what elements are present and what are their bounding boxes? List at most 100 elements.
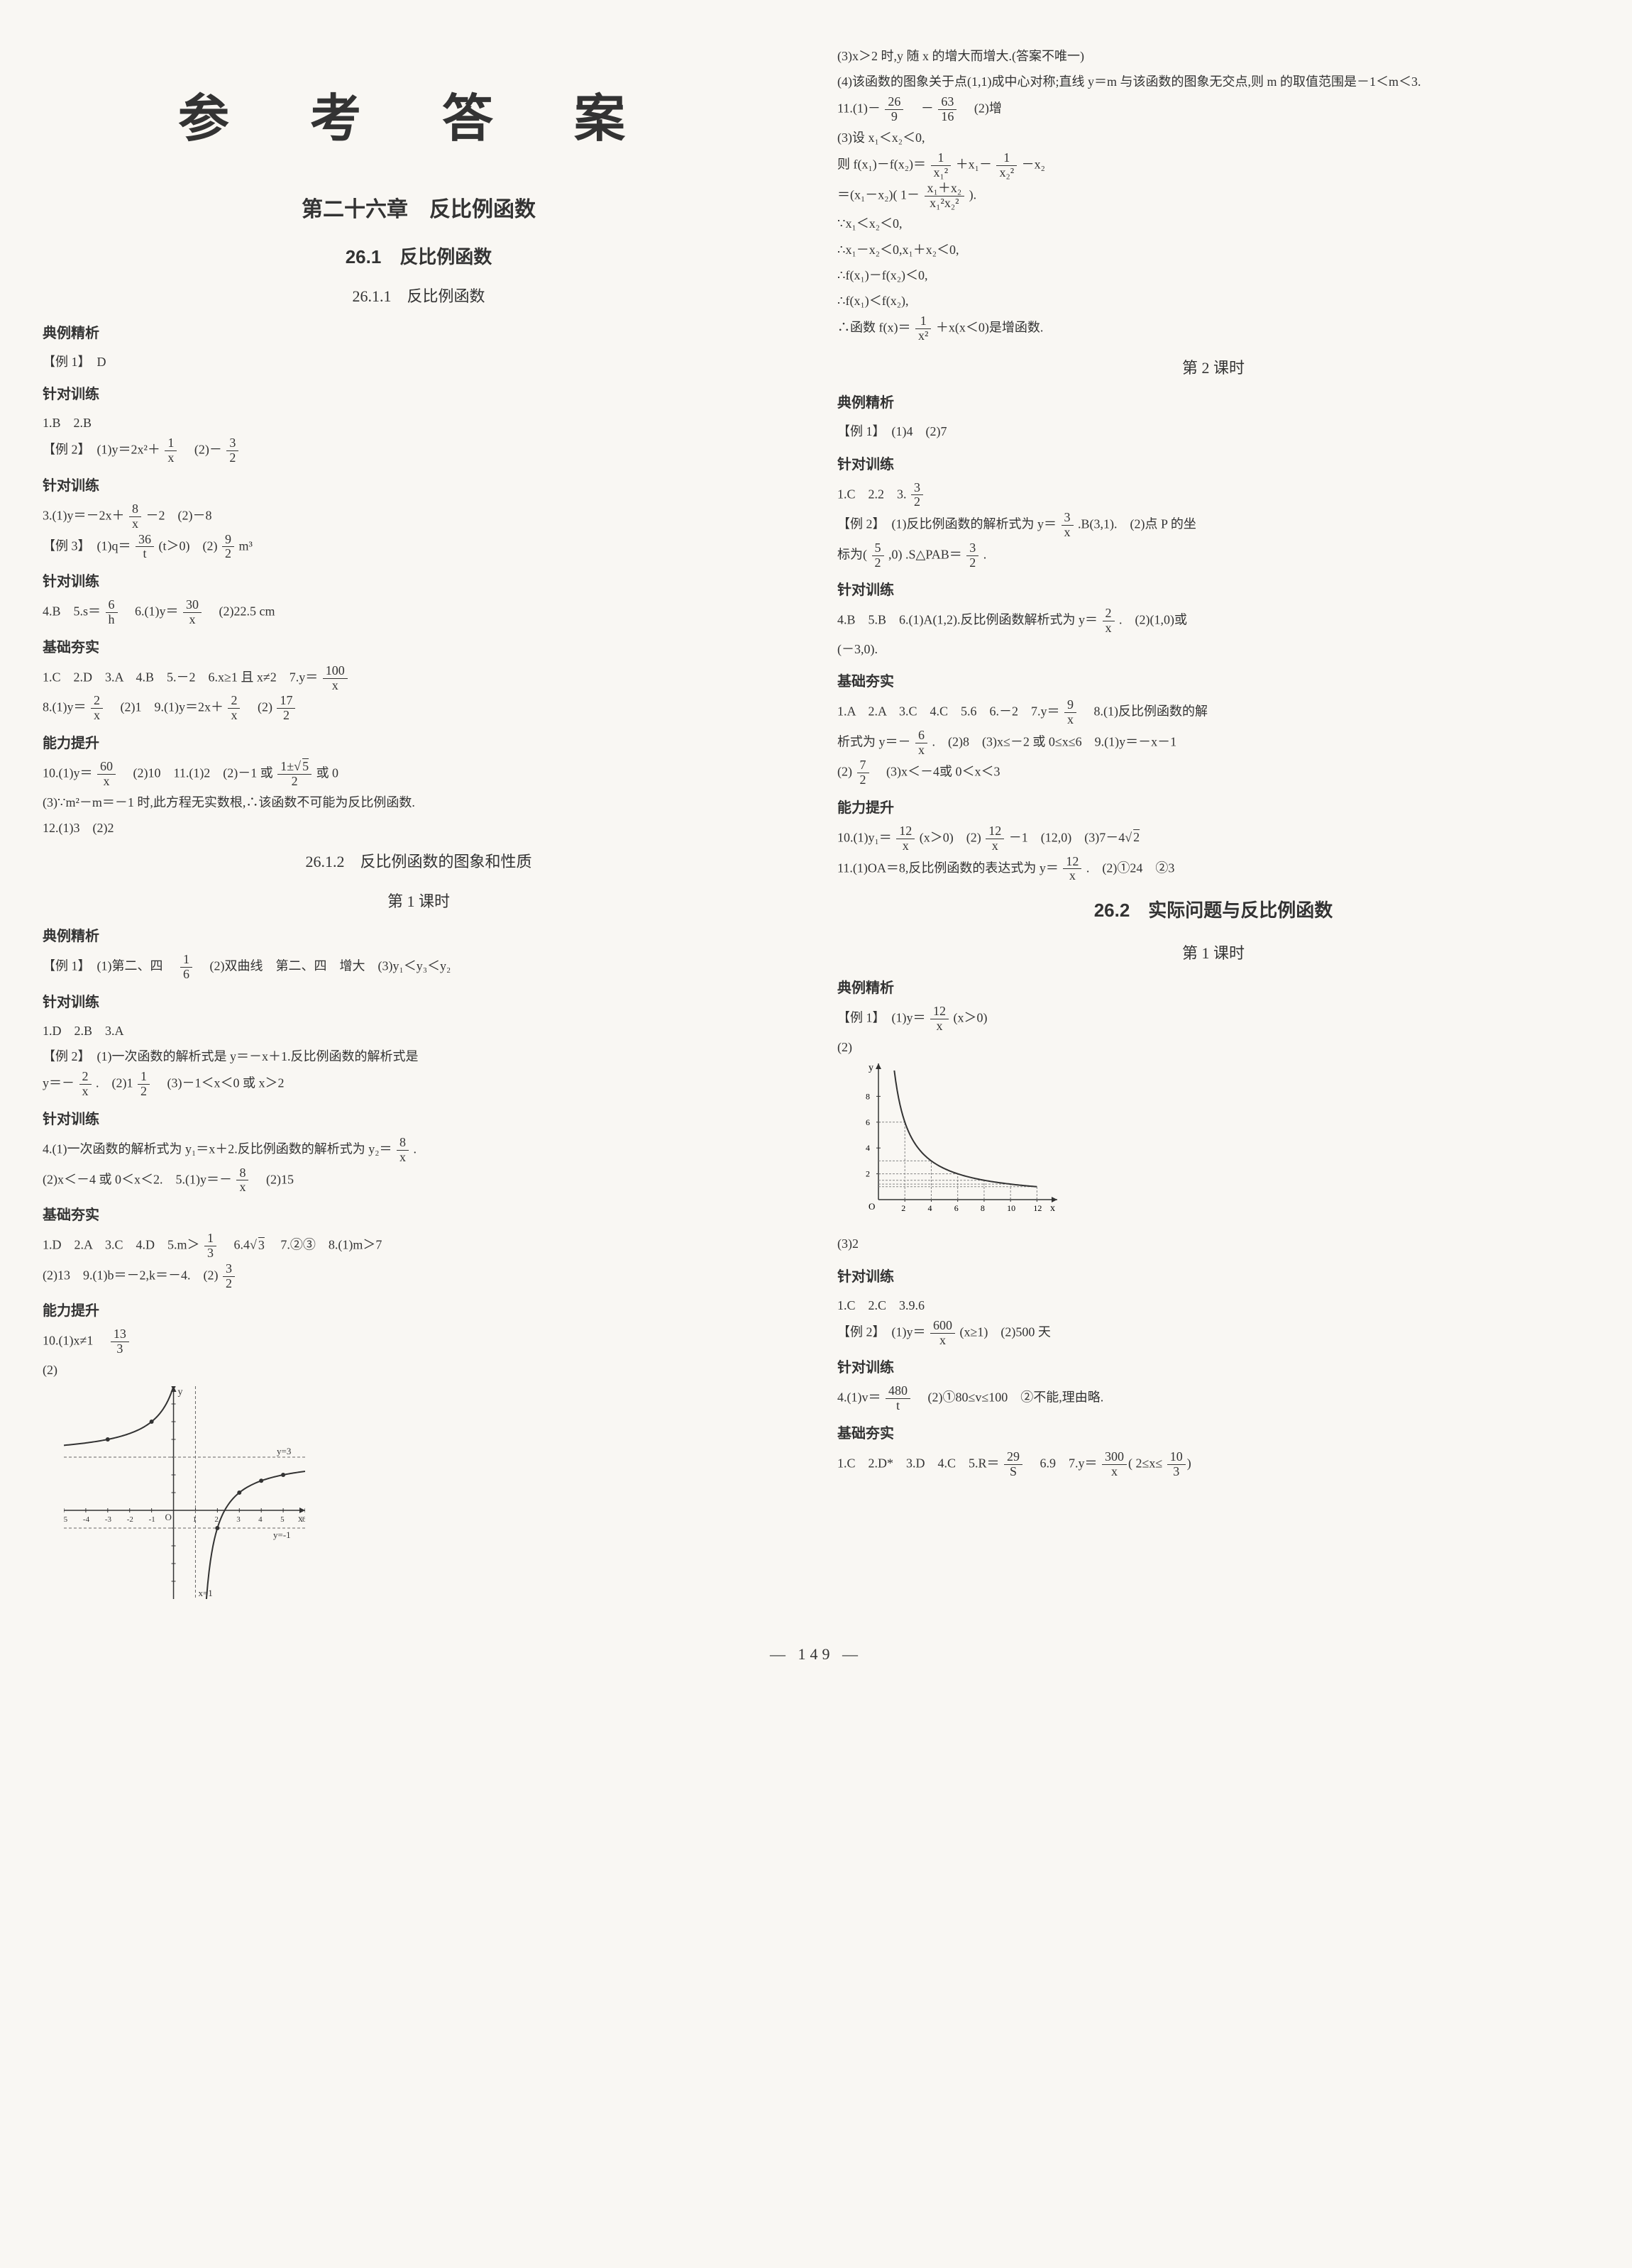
subsection-heading: 26.1.1 反比例函数 xyxy=(43,282,795,311)
heading-zhendui: 针对训练 xyxy=(43,989,795,1016)
svg-text:-2: -2 xyxy=(127,1515,133,1524)
text-line: 标为( 52 ,0) .S△PAB＝ 32 . xyxy=(837,541,1589,570)
svg-text:-3: -3 xyxy=(105,1515,112,1524)
heading-jichu: 基础夯实 xyxy=(837,668,1589,695)
text-line: 【例 2】 (1)y＝2x²＋ 1x (2)－ 32 xyxy=(43,436,795,465)
text-line: 1.C 2.C 3.9.6 xyxy=(837,1293,1589,1317)
fraction: 16 xyxy=(180,953,192,982)
section-heading: 26.1 反比例函数 xyxy=(43,240,795,275)
fraction: 9x xyxy=(1064,698,1076,727)
fraction: 1x xyxy=(165,436,177,465)
text-line: ＝(x₁－x₂)( 1－ x₁＋x₂x₁²x₂² ). xyxy=(837,182,1589,211)
text-line: (4)该函数的图象关于点(1,1)成中心对称;直线 y＝m 与该函数的图象无交点… xyxy=(837,70,1589,94)
text-line: (2) 72 (3)x＜－4或 0＜x＜3 xyxy=(837,758,1589,787)
fraction: 8x xyxy=(236,1166,248,1195)
text-line: 1.C 2.2 3. 32 xyxy=(837,481,1589,510)
fraction: 6x xyxy=(915,729,927,758)
svg-text:-4: -4 xyxy=(83,1515,90,1524)
heading-dianli: 典例精析 xyxy=(43,923,795,950)
svg-text:2: 2 xyxy=(901,1203,905,1213)
text-line: 8.(1)y＝ 2x (2)1 9.(1)y＝2x＋ 2x (2) 172 xyxy=(43,694,795,723)
fraction: 133 xyxy=(111,1327,129,1356)
lesson-heading: 第 1 课时 xyxy=(837,939,1589,968)
text-line: ∵x₁＜x₂＜0, xyxy=(837,211,1589,236)
fraction: 1±√52 xyxy=(277,760,311,789)
text-line: 析式为 y＝－ 6x . (2)8 (3)x≤－2 或 0≤x≤6 9.(1)y… xyxy=(837,729,1589,758)
svg-text:4: 4 xyxy=(927,1203,932,1213)
text-line: (3)2 xyxy=(837,1232,1589,1256)
text-line: (3)设 x₁＜x₂＜0, xyxy=(837,126,1589,150)
heading-zhendui: 针对训练 xyxy=(43,568,795,595)
text-line: 4.B 5.B 6.(1)A(1,2).反比例函数解析式为 y＝ 2x . (2… xyxy=(837,607,1589,636)
fraction: 36t xyxy=(136,533,154,562)
fraction: 12x xyxy=(1063,855,1081,884)
svg-text:y: y xyxy=(869,1063,873,1073)
text-line: 【例 2】 (1)y＝ 600x (x≥1) (2)500 天 xyxy=(837,1319,1589,1348)
text-line: (3)∵m²－m＝－1 时,此方程无实数根,∴该函数不可能为反比例函数. xyxy=(43,790,795,814)
main-title: 参 考 答 案 xyxy=(43,71,795,168)
svg-text:12: 12 xyxy=(1033,1203,1042,1213)
text-line: ∴x₁－x₂＜0,x₁＋x₂＜0, xyxy=(837,238,1589,262)
text-line: ∴f(x₁)－f(x₂)＜0, xyxy=(837,263,1589,287)
graph-10-2: xyO-5-4-3-2-1123456y=3y=-1x=1 xyxy=(64,1386,795,1607)
fraction: 103 xyxy=(1167,1450,1186,1479)
heading-zhendui: 针对训练 xyxy=(43,1106,795,1133)
svg-text:-5: -5 xyxy=(64,1515,68,1524)
heading-zhendui: 针对训练 xyxy=(837,1263,1589,1290)
text-line: 3.(1)y＝－2x＋ 8x －2 (2)－8 xyxy=(43,502,795,531)
text-line: 1.C 2.D 3.A 4.B 5.－2 6.x≥1 且 x≠2 7.y＝ 10… xyxy=(43,664,795,693)
text-line: 10.(1)y₁＝ 12x (x＞0) (2) 12x －1 (12,0) (3… xyxy=(837,824,1589,853)
fraction: 92 xyxy=(222,533,234,562)
svg-text:2: 2 xyxy=(866,1169,870,1179)
text-line: y＝－ 2x . (2)1 12 (3)－1＜x＜0 或 x＞2 xyxy=(43,1070,795,1099)
fraction: 60x xyxy=(97,760,116,789)
heading-dianli: 典例精析 xyxy=(837,389,1589,416)
svg-text:y=3: y=3 xyxy=(277,1446,291,1456)
fraction: 300x xyxy=(1102,1450,1127,1479)
fraction: 8x xyxy=(129,502,141,531)
svg-text:x: x xyxy=(1050,1203,1055,1214)
text-line: 12.(1)3 (2)2 xyxy=(43,816,795,840)
text-line: 4.B 5.s＝ 6h 6.(1)y＝ 30x (2)22.5 cm xyxy=(43,598,795,627)
text-line: 【例 2】 (1)反比例函数的解析式为 y＝ 3x .B(3,1). (2)点 … xyxy=(837,511,1589,540)
fraction: 2x xyxy=(1103,607,1115,636)
fraction: x₁＋x₂x₁²x₂² xyxy=(925,182,965,211)
text-line: 10.(1)x≠1 133 xyxy=(43,1327,795,1356)
chapter-heading: 第二十六章 反比例函数 xyxy=(43,189,795,230)
heading-zhendui: 针对训练 xyxy=(837,1354,1589,1381)
text-line: 1.A 2.A 3.C 4.C 5.6 6.－2 7.y＝ 9x 8.(1)反比… xyxy=(837,698,1589,727)
text-line: 1.C 2.D* 3.D 4.C 5.R＝ 29S 6.9 7.y＝ 300x(… xyxy=(837,1450,1589,1479)
svg-text:8: 8 xyxy=(866,1092,870,1102)
fraction: 30x xyxy=(183,598,202,627)
text-line: 【例 1】 D xyxy=(43,350,795,374)
fraction: 269 xyxy=(885,95,903,124)
heading-zhendui: 针对训练 xyxy=(43,381,795,408)
fraction: 2x xyxy=(91,694,103,723)
heading-nengli: 能力提升 xyxy=(837,795,1589,822)
svg-text:3: 3 xyxy=(236,1515,241,1524)
text-line: 10.(1)y＝ 60x (2)10 11.(1)2 (2)－1 或 1±√52… xyxy=(43,760,795,789)
text-line: ∴函数 f(x)＝ 1x² ＋x(x＜0)是增函数. xyxy=(837,314,1589,343)
fraction: 72 xyxy=(857,758,869,787)
graph-svg: xyO-5-4-3-2-1123456y=3y=-1x=1 xyxy=(64,1386,305,1599)
fraction: 2x xyxy=(79,1070,92,1099)
svg-text:-1: -1 xyxy=(149,1515,155,1524)
heading-zhendui: 针对训练 xyxy=(837,451,1589,478)
fraction: 12x xyxy=(930,1005,949,1034)
svg-text:8: 8 xyxy=(981,1203,985,1213)
lesson-heading: 第 1 课时 xyxy=(43,887,795,917)
heading-jichu: 基础夯实 xyxy=(43,634,795,661)
lesson-heading: 第 2 课时 xyxy=(837,353,1589,383)
svg-text:6: 6 xyxy=(866,1117,870,1127)
text-line: ∴f(x₁)＜f(x₂), xyxy=(837,289,1589,313)
fraction: 600x xyxy=(930,1319,955,1348)
heading-nengli: 能力提升 xyxy=(43,1298,795,1324)
subsection-heading: 26.1.2 反比例函数的图象和性质 xyxy=(43,847,795,877)
svg-text:4: 4 xyxy=(258,1515,263,1524)
heading-zhendui: 针对训练 xyxy=(837,577,1589,604)
fraction: 12x xyxy=(986,824,1004,853)
page-number: — 149 — xyxy=(43,1639,1589,1669)
fraction: 12 xyxy=(138,1070,150,1099)
page: 参 考 答 案 第二十六章 反比例函数 26.1 反比例函数 26.1.1 反比… xyxy=(43,28,1589,1712)
text-line: 【例 1】 (1)y＝ 12x (x＞0) xyxy=(837,1005,1589,1034)
